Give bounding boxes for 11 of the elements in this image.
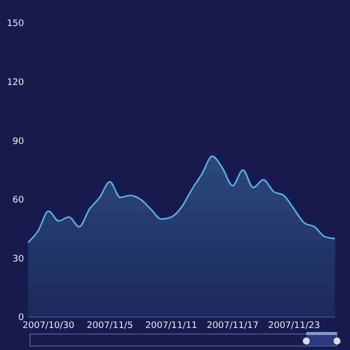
x-tick-label: 2007/11/5 xyxy=(86,321,133,331)
y-tick-label: 150 xyxy=(6,19,24,30)
x-tick-label: 2007/11/23 xyxy=(268,321,320,331)
x-tick-label: 2007/11/11 xyxy=(145,321,198,331)
y-tick-label: 90 xyxy=(12,136,24,147)
y-tick-label: 30 xyxy=(12,254,24,264)
x-tick-label: 2007/10/30 xyxy=(22,321,75,331)
x-tick-label: 2007/11/17 xyxy=(206,321,259,331)
y-tick-label: 0 xyxy=(18,313,24,324)
y-tick-label: 60 xyxy=(12,196,24,206)
y-tick-label: 120 xyxy=(6,78,24,88)
